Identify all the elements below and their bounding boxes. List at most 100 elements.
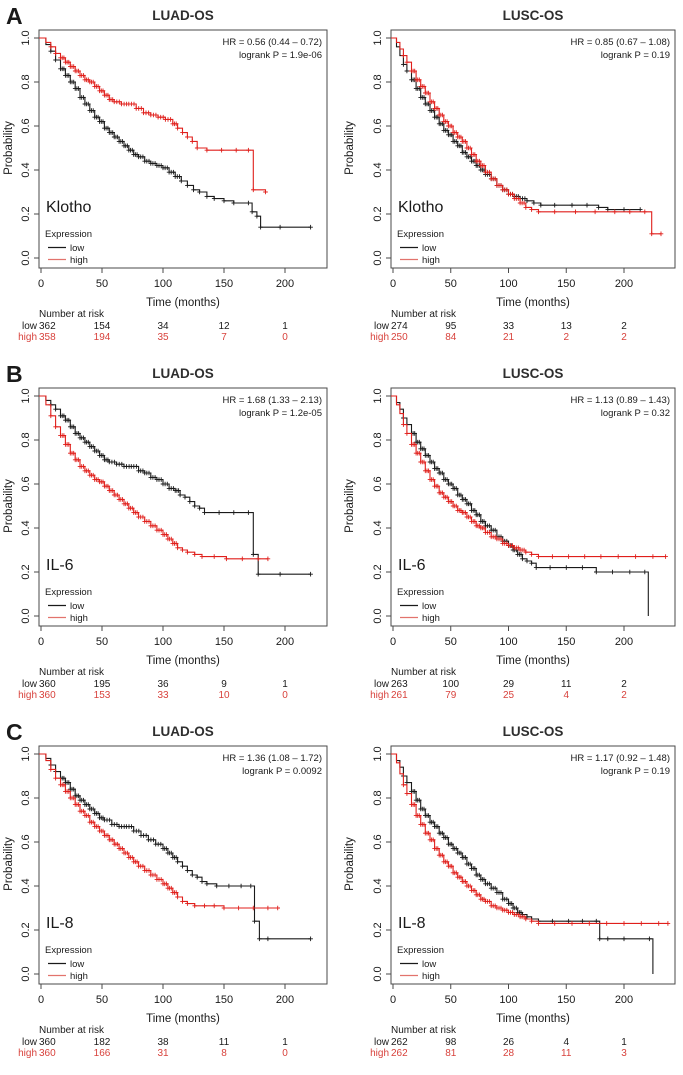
legend-title: Expression [397,945,444,956]
figure-row-b: B LUAD-OS 0.0 0.2 0.4 0.6 0.8 1.0 0 50 100 150 200 Ti… [0,358,683,716]
risk-value-low: 182 [94,1037,111,1048]
x-tick-label: 150 [557,278,575,290]
x-tick-label: 150 [557,636,575,648]
x-tick-label: 150 [215,278,233,290]
y-tick-label: 0.0 [20,250,32,265]
hr-annotation: HR = 0.56 (0.44 – 0.72) [222,37,322,48]
y-tick-label: 0.0 [372,966,384,981]
plot-box [38,29,328,269]
y-tick-label: 0.2 [20,922,32,937]
risk-value-high: 0 [282,332,288,343]
legend-label-low: low [422,243,436,254]
legend-title: Expression [45,945,92,956]
risk-value-low: 360 [39,1037,56,1048]
logrank-annotation: logrank P = 1.9e-06 [239,50,322,61]
panel-letter: C [6,719,23,745]
censor-marks-high [48,413,271,562]
risk-value-high: 153 [94,690,111,701]
y-tick-label: 0.2 [20,564,32,579]
risk-value-high: 28 [503,1048,515,1059]
risk-value-low: 26 [503,1037,515,1048]
panel-title: LUAD-OS [152,724,214,739]
x-tick-label: 150 [215,994,233,1006]
risk-label-high: high [18,332,37,343]
risk-value-high: 33 [157,690,169,701]
gene-label: IL-6 [398,557,426,574]
risk-value-high: 4 [563,690,569,701]
risk-value-high: 2 [563,332,569,343]
risk-value-high: 21 [503,332,515,343]
risk-label-low: low [374,1037,390,1048]
risk-label-high: high [370,1048,389,1059]
hr-annotation: HR = 1.13 (0.89 – 1.43) [570,395,670,406]
y-axis: 0.0 0.2 0.4 0.6 0.8 1.0 [372,746,391,982]
y-axis-label: Probability [344,121,356,175]
risk-value-low: 38 [157,1037,169,1048]
y-axis-label: Probability [3,121,15,175]
risk-value-high: 10 [218,690,230,701]
risk-value-low: 154 [94,321,111,332]
risk-label-high: high [18,690,37,701]
x-tick-label: 200 [276,278,294,290]
y-axis: 0.0 0.2 0.4 0.6 0.8 1.0 [372,30,391,266]
hr-annotation: HR = 1.36 (1.08 – 1.72) [222,753,322,764]
y-tick-label: 1.0 [372,388,384,403]
survival-curve-high [391,753,668,924]
risk-value-low: 34 [157,321,169,332]
survival-curve-low [391,395,649,616]
risk-value-low: 2 [621,321,627,332]
risk-header: Number at risk [39,1025,105,1036]
risk-value-high: 8 [221,1048,227,1059]
risk-value-high: 11 [561,1048,572,1059]
x-axis-label: Time (months) [496,297,570,309]
survival-curve-low [39,753,311,940]
risk-value-low: 9 [221,679,227,690]
x-tick-label: 100 [154,278,172,290]
km-panel-a-luad: A LUAD-OS 0.0 0.2 0.4 0.6 0.8 1.0 0 50 100 150 200 Ti… [3,3,328,343]
x-tick-label: 50 [445,994,457,1006]
x-tick-label: 100 [499,636,517,648]
x-axis: 0 50 100 150 200 [390,268,633,290]
risk-value-high: 81 [445,1048,457,1059]
y-tick-label: 1.0 [20,30,32,45]
legend-label-high: high [422,255,440,266]
y-tick-label: 0.6 [372,118,384,133]
gene-label: Klotho [46,199,91,216]
y-tick-label: 1.0 [20,388,32,403]
risk-value-high: 261 [391,690,408,701]
y-axis: 0.0 0.2 0.4 0.6 0.8 1.0 [20,30,39,266]
risk-value-high: 7 [221,332,227,343]
y-tick-label: 0.6 [20,476,32,491]
x-axis-label: Time (months) [496,655,570,667]
risk-value-low: 360 [39,679,56,690]
risk-label-low: low [22,321,38,332]
y-tick-label: 0.2 [20,206,32,221]
y-tick-label: 0.0 [20,608,32,623]
legend-label-low: low [422,601,436,612]
risk-label-high: high [370,332,389,343]
panel-title: LUSC-OS [503,724,564,739]
panel-title: LUSC-OS [503,8,564,23]
y-tick-label: 0.0 [372,250,384,265]
x-tick-label: 50 [445,278,457,290]
censor-marks-high [48,44,268,195]
risk-label-low: low [22,1037,38,1048]
risk-value-low: 33 [503,321,515,332]
risk-value-low: 262 [391,1037,408,1048]
risk-value-high: 360 [39,690,56,701]
risk-value-high: 262 [391,1048,408,1059]
risk-label-low: low [374,321,390,332]
x-tick-label: 50 [445,636,457,648]
gene-label: IL-8 [398,915,426,932]
x-tick-label: 150 [557,994,575,1006]
risk-value-high: 166 [94,1048,111,1059]
censor-marks-low [401,773,652,942]
y-tick-label: 0.2 [372,922,384,937]
hr-annotation: HR = 1.17 (0.92 – 1.48) [570,753,670,764]
risk-value-high: 2 [621,690,627,701]
risk-label-low: low [22,679,38,690]
x-axis: 0 50 100 150 200 [38,984,294,1006]
logrank-annotation: logrank P = 0.19 [601,50,670,61]
